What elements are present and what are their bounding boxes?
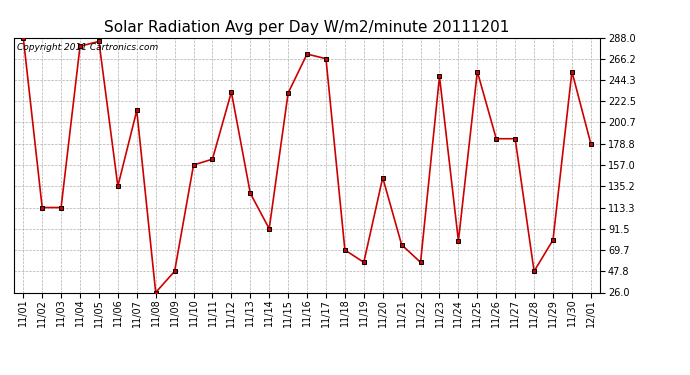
Text: Copyright 2011 Cartronics.com: Copyright 2011 Cartronics.com bbox=[17, 43, 158, 52]
Title: Solar Radiation Avg per Day W/m2/minute 20111201: Solar Radiation Avg per Day W/m2/minute … bbox=[104, 20, 510, 35]
